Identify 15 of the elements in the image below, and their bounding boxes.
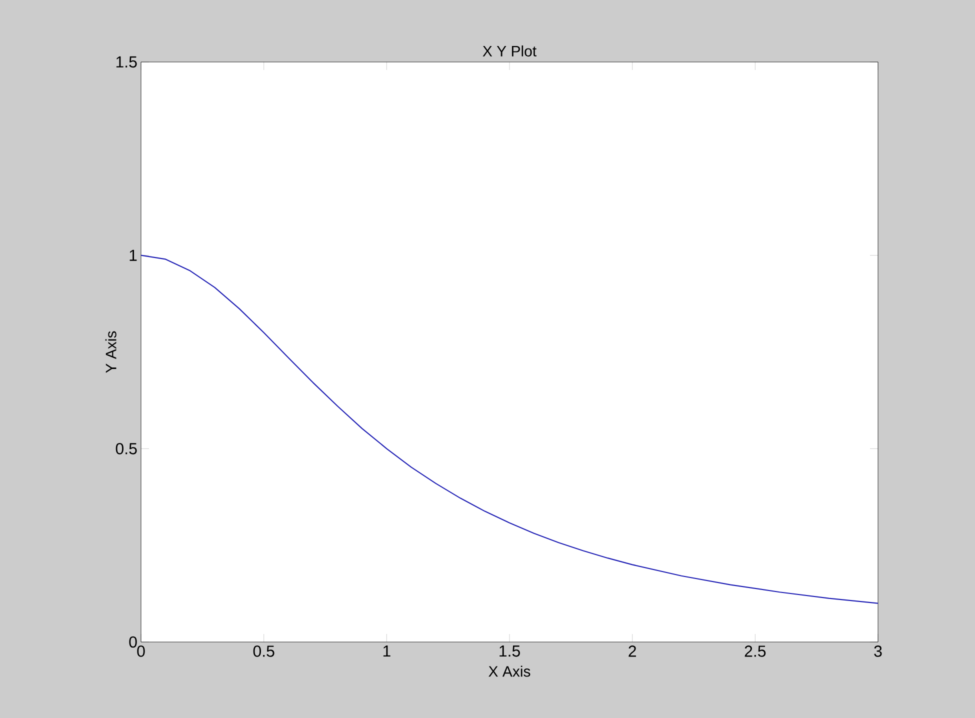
y-tick-label: 0.5 xyxy=(116,443,137,454)
x-tick-label: 2.5 xyxy=(744,646,766,657)
chart-title: X Y Plot xyxy=(482,45,536,56)
x-axis-title: X Axis xyxy=(488,666,530,677)
y-tick-label: 1 xyxy=(130,250,137,261)
x-tick-label: 1.5 xyxy=(500,646,520,657)
x-tick-label: 3 xyxy=(874,646,882,657)
x-tick-label: 2 xyxy=(628,646,636,657)
line-series xyxy=(141,254,878,604)
y-tick-label: 0 xyxy=(129,636,137,648)
x-tick-label: 0.5 xyxy=(253,646,274,657)
x-tick-label: 1 xyxy=(383,646,390,657)
y-tick-label: 1.5 xyxy=(116,56,137,68)
y-axis-title: Y Axis xyxy=(105,331,116,373)
x-tick-label: 0 xyxy=(137,646,145,657)
